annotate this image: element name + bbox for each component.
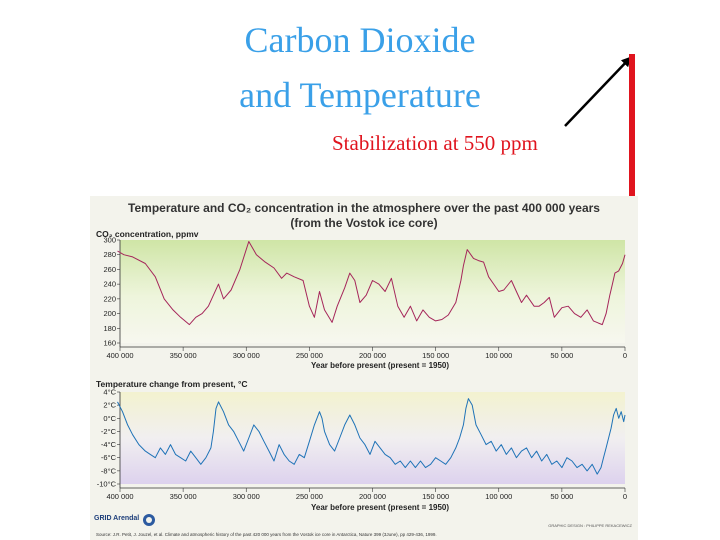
temp-axis-label: Temperature change from present, °C — [96, 379, 248, 389]
slide-title-line-1: Carbon Dioxide — [244, 20, 476, 60]
temp-y-tick-label: -6°C — [101, 453, 117, 462]
co2-x-tick-label: 200 000 — [359, 351, 386, 360]
co2-x-tick-label: 50 000 — [550, 351, 573, 360]
co2-x-tick-label: 250 000 — [296, 351, 323, 360]
co2-y-tick-label: 160 — [103, 339, 116, 348]
temp-y-tick-label: -2°C — [101, 427, 117, 436]
co2-series-line-0 — [117, 241, 626, 326]
grid-arendal-logo — [94, 512, 156, 528]
co2-x-tick-label: 350 000 — [170, 351, 197, 360]
vostok-chart-svg: 300 280 260 240 220 200 180 160 400 000 350 000 30… — [97, 236, 627, 502]
annotation-arrow — [564, 56, 632, 127]
co2-x-tick-label: 100 000 — [485, 351, 512, 360]
co2-x-tick-label: 400 000 — [106, 351, 133, 360]
figure-title-line-1: Temperature and CO₂ concentration in the… — [128, 201, 600, 215]
figure-title-line-2: (from the Vostok ice core) — [290, 216, 438, 230]
temp-x-tick-label: 100 000 — [485, 492, 512, 501]
co2-y-tick-label: 220 — [103, 294, 116, 303]
temp-x-tick-label: 150 000 — [422, 492, 449, 501]
temp-x-tick-label: 400 000 — [106, 492, 133, 501]
temp-axes: 4°C 2°C 0°C -2°C -4°C -6°C -8°C -10°C 400 000 350… — [97, 388, 627, 502]
co2-x-tick-label: 150 000 — [422, 351, 449, 360]
slide-title-line-2: and Temperature — [239, 75, 481, 115]
temp-y-tick-label: 2°C — [103, 401, 116, 410]
co2-y-tick-label: 200 — [103, 309, 116, 318]
source-citation: Source: J.R. Petit, J. Jouzel, et al. Cl… — [96, 532, 437, 537]
stabilization-annotation: Stabilization at 550 ppm — [332, 131, 538, 155]
co2-x-tick-label: 0 — [623, 351, 627, 360]
temp-y-tick-label: 4°C — [103, 388, 116, 397]
temp-plot-background — [120, 392, 625, 484]
co2-y-tick-label: 180 — [103, 324, 116, 333]
co2-y-tick-label: 300 — [103, 236, 116, 245]
co2-axes: 300 280 260 240 220 200 180 160 400 000 350 000 30… — [103, 236, 627, 361]
temp-x-tick-label: 350 000 — [170, 492, 197, 501]
co2-y-tick-label: 280 — [103, 250, 116, 259]
co2-x-tick-label: 300 000 — [233, 351, 260, 360]
logo-text: GRID Arendal — [94, 515, 140, 522]
vostok-figure: 300 280 260 240 220 200 180 160 400 000 350 000 30… — [90, 196, 638, 540]
temp-x-tick-label: 50 000 — [550, 492, 573, 501]
co2-y-tick-label: 240 — [103, 280, 116, 289]
co2-x-axis-label: Year before present (present = 1950) — [310, 361, 450, 370]
stabilization-bar — [629, 54, 635, 238]
temp-y-tick-label: -8°C — [101, 466, 117, 475]
temp-x-axis-label: Year before present (present = 1950) — [310, 503, 450, 512]
temp-y-tick-label: -10°C — [97, 480, 117, 489]
temp-x-tick-label: 250 000 — [296, 492, 323, 501]
co2-y-tick-label: 260 — [103, 265, 116, 274]
temp-x-tick-label: 0 — [623, 492, 627, 501]
temp-y-tick-label: -4°C — [101, 440, 117, 449]
temp-series-line-0 — [117, 398, 626, 475]
temp-x-tick-label: 300 000 — [233, 492, 260, 501]
co2-axis-label: CO₂ concentration, ppmv — [96, 229, 199, 239]
co2-plot-background — [120, 240, 625, 343]
graphic-credit: GRAPHIC DESIGN : PHILIPPE REKACEWICZ — [548, 523, 632, 528]
temp-y-tick-label: 0°C — [103, 414, 116, 423]
temp-x-tick-label: 200 000 — [359, 492, 386, 501]
